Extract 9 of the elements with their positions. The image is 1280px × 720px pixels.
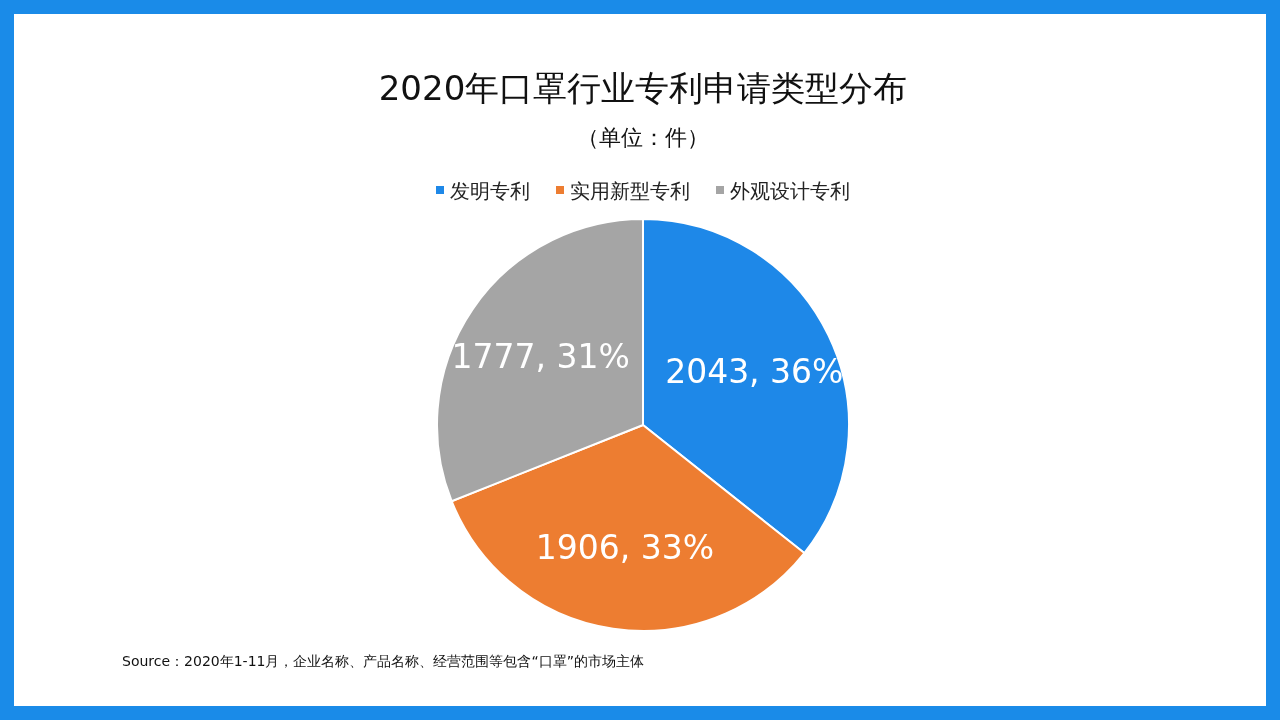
- data-label: 1906, 33%: [535, 528, 715, 568]
- legend-label: 实用新型专利: [570, 179, 690, 203]
- chart-title: 2020年口罩行业专利申请类型分布: [378, 68, 908, 108]
- chart-subtitle: （单位：件）: [577, 125, 709, 150]
- data-label: 2043, 36%: [665, 352, 844, 392]
- legend-label: 发明专利: [450, 179, 530, 203]
- data-label: 1777, 31%: [451, 336, 630, 376]
- source-note: Source：2020年1-11月，企业名称、产品名称、经营范围等包含“口罩”的市场主体: [122, 653, 644, 669]
- legend-label: 外观设计专利: [730, 179, 850, 203]
